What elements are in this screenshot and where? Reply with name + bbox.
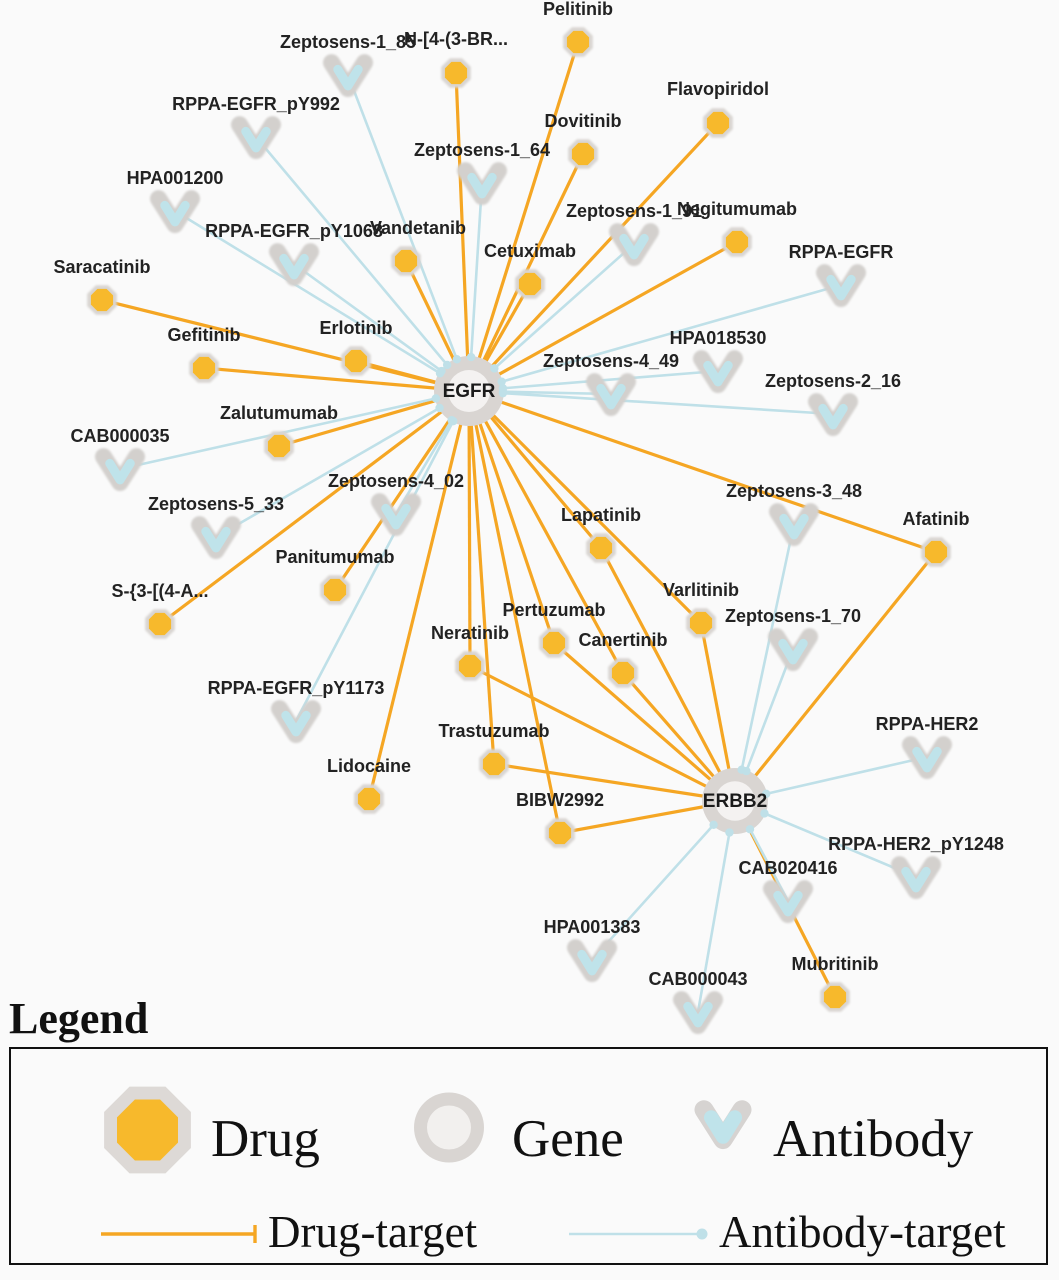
svg-text:ERBB2: ERBB2 (703, 791, 767, 812)
svg-text:EGFR: EGFR (443, 381, 496, 402)
